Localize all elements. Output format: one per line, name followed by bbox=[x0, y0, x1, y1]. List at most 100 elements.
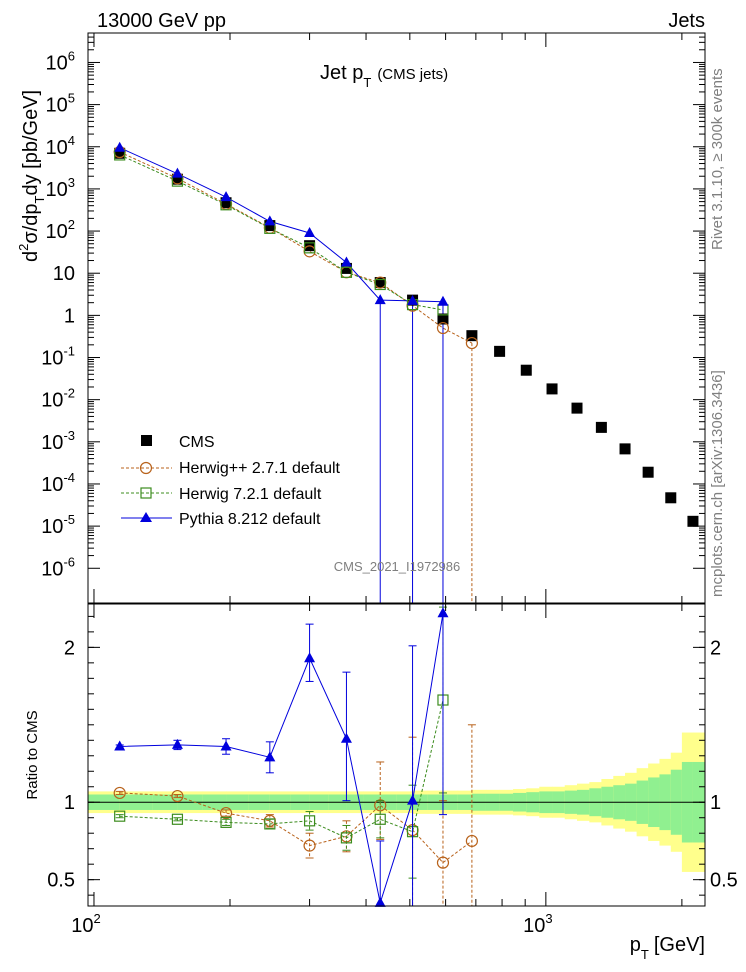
y-tick-base: 10 bbox=[41, 348, 63, 370]
data-point-cms bbox=[264, 220, 276, 232]
main-frame bbox=[87, 32, 706, 604]
legend-label-herwigpp: Herwig++ 2.7.1 default bbox=[179, 460, 341, 477]
ratio-point-herwigpp bbox=[465, 834, 478, 848]
ratio-y-tick-label-right: 0.5 bbox=[710, 870, 738, 892]
xlabel-main: p bbox=[630, 934, 641, 956]
data-point-cms bbox=[374, 277, 386, 289]
y-tick-base: 10 bbox=[41, 390, 63, 412]
y-tick-base: 10 bbox=[41, 516, 63, 538]
data-point-pythia bbox=[340, 256, 352, 267]
main-panel: 10610510410310210110-110-210-310-410-510… bbox=[16, 32, 706, 604]
y-tick-label: 105 bbox=[46, 91, 75, 117]
data-point-cms bbox=[520, 364, 532, 376]
y-tick-label: 1 bbox=[64, 305, 75, 327]
main-ylabel: d2σ/dpTdy [pb/GeV] bbox=[16, 90, 47, 262]
data-point-pythia bbox=[114, 141, 126, 152]
data-point-herwig7 bbox=[220, 199, 232, 211]
y-tick-label: 10-4 bbox=[41, 470, 75, 496]
title-suffix: (CMS jets) bbox=[377, 66, 448, 83]
ratio-point-herwig7 bbox=[264, 818, 276, 830]
y-tick-exponent: -3 bbox=[63, 428, 75, 443]
data-point-herwig7 bbox=[374, 278, 386, 291]
y-tick-label: 10-5 bbox=[41, 512, 75, 538]
data-point-cms bbox=[571, 402, 583, 414]
ylabel-d: d bbox=[20, 251, 42, 262]
ratio-point-herwigpp bbox=[113, 786, 126, 800]
x-tick-base: 10 bbox=[523, 915, 545, 937]
main-plot-area bbox=[113, 141, 699, 603]
ratio-frame bbox=[87, 603, 706, 907]
data-point-cms bbox=[114, 147, 126, 159]
y-tick-label: 10 bbox=[53, 263, 75, 285]
data-point-cms bbox=[665, 492, 677, 504]
data-point-pythia bbox=[437, 295, 449, 306]
ratio-y-tick-label-right: 1 bbox=[710, 792, 721, 814]
ratio-line-herwig7 bbox=[119, 699, 444, 839]
xlabel-sub: T bbox=[641, 947, 649, 962]
ratio-point-pythia bbox=[437, 607, 449, 618]
data-point-cms bbox=[340, 262, 352, 274]
ratio-point-herwigpp bbox=[219, 806, 233, 820]
legend-marker-herwig7 bbox=[140, 487, 152, 499]
ratio-y-tick-label: 1 bbox=[64, 792, 75, 814]
ratio-point-pythia bbox=[304, 652, 316, 663]
data-point-cms bbox=[642, 466, 654, 478]
data-point-herwig7 bbox=[340, 266, 353, 278]
ratio-point-herwig7 bbox=[171, 813, 184, 825]
data-point-herwigpp bbox=[465, 336, 478, 350]
y-tick-exponent: -5 bbox=[63, 512, 75, 527]
legend-label-pythia: Pythia 8.212 default bbox=[179, 511, 321, 528]
legend-marker-pythia bbox=[140, 512, 152, 522]
ratio-point-pythia bbox=[340, 732, 352, 743]
y-tick-base: 1 bbox=[64, 305, 75, 327]
ratio-point-pythia bbox=[220, 740, 232, 751]
ratio-y-tick-label-right: 2 bbox=[710, 637, 721, 659]
title-main: Jet p bbox=[320, 62, 363, 84]
y-tick-base: 10 bbox=[46, 137, 68, 159]
data-point-pythia bbox=[220, 191, 232, 202]
ratio-point-herwigpp bbox=[436, 856, 450, 869]
ratio-point-pythia bbox=[374, 896, 386, 907]
ratio-point-pythia bbox=[171, 738, 183, 749]
legend: CMS Herwig++ 2.7.1 default Herwig 7.2.1 … bbox=[121, 434, 341, 528]
data-point-pythia bbox=[171, 167, 183, 178]
y-tick-exponent: 4 bbox=[68, 133, 75, 148]
y-tick-exponent: 3 bbox=[68, 175, 75, 190]
data-point-cms bbox=[546, 383, 558, 395]
data-point-cms bbox=[619, 443, 631, 455]
legend-label-herwig7: Herwig 7.2.1 default bbox=[179, 486, 322, 503]
main-title: Jet pT (CMS jets) bbox=[320, 62, 448, 90]
header-right: Jets bbox=[668, 10, 705, 32]
y-tick-label: 103 bbox=[46, 175, 75, 201]
data-point-pythia bbox=[304, 226, 316, 237]
y-tick-label: 10-1 bbox=[41, 344, 75, 370]
y-tick-base: 10 bbox=[46, 95, 68, 117]
data-point-cms bbox=[466, 330, 478, 342]
data-point-herwig7 bbox=[303, 242, 316, 254]
y-tick-base: 10 bbox=[41, 474, 63, 496]
ratio-ylabel: Ratio to CMS bbox=[24, 710, 41, 799]
y-tick-base: 10 bbox=[41, 558, 63, 580]
y-tick-base: 10 bbox=[53, 263, 75, 285]
y-tick-label: 10-3 bbox=[41, 428, 75, 454]
ylabel-sub: T bbox=[32, 195, 47, 203]
y-tick-base: 10 bbox=[46, 221, 68, 243]
y-tick-exponent: -6 bbox=[63, 554, 75, 569]
mcplots-label: mcplots.cern.ch [arXiv:1306.3436] bbox=[709, 370, 726, 597]
ratio-y-tick-label: 0.5 bbox=[47, 870, 75, 892]
y-tick-exponent: -4 bbox=[63, 470, 75, 485]
y-tick-label: 104 bbox=[46, 133, 75, 159]
title-sub: T bbox=[363, 75, 371, 90]
ratio-point-herwig7 bbox=[114, 810, 126, 822]
data-point-cms bbox=[171, 173, 183, 185]
ratio-point-herwigpp bbox=[303, 839, 316, 852]
xlabel: pT [GeV] bbox=[630, 934, 705, 962]
ylabel-sup: 2 bbox=[16, 244, 31, 251]
ratio-line-herwigpp bbox=[119, 792, 473, 864]
data-point-pythia bbox=[374, 294, 386, 305]
legend-marker-cms bbox=[141, 435, 152, 446]
header-left: 13000 GeV pp bbox=[97, 10, 226, 32]
y-tick-label: 102 bbox=[46, 217, 75, 243]
